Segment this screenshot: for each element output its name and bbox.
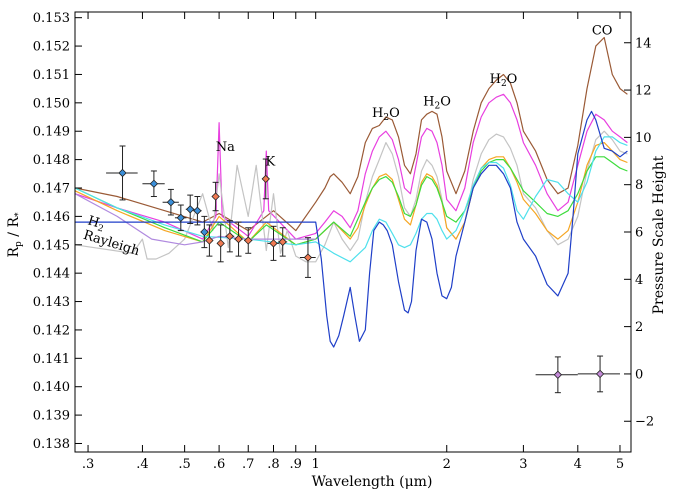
y-tick-label-2: 0.140 [33, 380, 70, 395]
series-line-2 [75, 130, 628, 263]
blue-point-marker-1 [149, 179, 159, 188]
y-tick-label-0: 0.138 [33, 437, 70, 452]
y-right-tick-label-5: 8 [635, 178, 643, 193]
y-tick-label-7: 0.145 [33, 238, 70, 253]
x-tick-label-8: 2 [443, 457, 451, 472]
y-tick-label-11: 0.149 [33, 125, 70, 140]
annotation-3: H2O [423, 95, 451, 112]
blue-point-marker-2 [166, 198, 176, 207]
x-tick-label-10: 4 [574, 457, 582, 472]
orange-point-marker-3 [225, 232, 234, 241]
y-tick-label-12: 0.150 [33, 96, 70, 111]
y-tick-label-5: 0.143 [33, 295, 70, 310]
blue-point-marker-0 [118, 168, 127, 178]
data-points [106, 145, 620, 394]
orange-point-marker-7 [269, 239, 278, 248]
orange-point-marker-4 [234, 234, 243, 244]
axis-ticks: .3.4.5.6.7.8.9 1 2 3 4 50.1380.1390.1400.1410… [33, 11, 654, 472]
y-tick-label-14: 0.152 [33, 40, 70, 55]
x-tick-label-0: .3 [82, 457, 94, 472]
orange-point-marker-0 [205, 236, 214, 245]
y-tick-label-4: 0.142 [33, 323, 70, 338]
orange-point-marker-5 [244, 236, 253, 245]
y-tick-label-6: 0.144 [33, 267, 70, 282]
rayleigh-label-text: Rayleigh [81, 228, 141, 259]
y-axis-label: Rp / R* [6, 212, 24, 257]
x-tick-label-2: .5 [178, 457, 190, 472]
orange-point-marker-6 [261, 174, 270, 184]
y-right-tick-label-3: 4 [635, 273, 643, 288]
blue-point-marker-6 [200, 227, 209, 237]
y-tick-label-3: 0.141 [33, 352, 70, 367]
y-tick-label-10: 0.148 [33, 153, 70, 168]
y-right-tick-label-2: 2 [635, 320, 643, 335]
right-y-axis-label: Pressure Scale Height [651, 155, 667, 314]
orange-point-marker-2 [216, 239, 225, 248]
y-tick-label-1: 0.139 [33, 409, 70, 424]
annotation-0: Na [216, 140, 235, 155]
model-spectra [75, 36, 628, 348]
x-tick-label-3: .6 [213, 457, 225, 472]
y-tick-label-8: 0.146 [33, 210, 70, 225]
annotation-1: K [266, 154, 276, 169]
blue-point-marker-4 [186, 205, 195, 214]
series-line-0 [75, 36, 628, 232]
x-axis-label: Wavelength (μm) [312, 474, 433, 490]
series-line-5 [75, 136, 628, 263]
y-right-tick-label-7: 12 [635, 84, 652, 99]
x-tick-label-9: 3 [519, 457, 527, 472]
purple-point-marker-0 [553, 370, 563, 379]
orange-point-marker-1 [211, 192, 220, 201]
blue-point-marker-5 [193, 206, 202, 215]
y-right-tick-label-1: 0 [635, 367, 643, 382]
blue-point-marker-3 [176, 213, 185, 222]
y-right-tick-label-4: 6 [635, 226, 643, 241]
x-tick-label-1: .4 [136, 457, 148, 472]
annotation-4: H2O [490, 72, 518, 89]
series-line-7 [75, 110, 628, 348]
series-line-3 [75, 142, 628, 246]
x-tick-label-6: .9 [290, 457, 302, 472]
y-tick-label-15: 0.153 [33, 11, 70, 26]
purple-point-marker-1 [595, 369, 605, 379]
annotation-2: H2O [372, 106, 400, 123]
series-line-4 [75, 156, 628, 246]
y-tick-label-13: 0.151 [33, 68, 70, 83]
x-tick-label-5: .8 [267, 457, 279, 472]
x-tick-label-7: 1 [312, 457, 320, 472]
y-tick-label-9: 0.147 [33, 182, 70, 197]
orange-point-marker-9 [303, 253, 313, 262]
series-line-1 [75, 93, 628, 240]
x-tick-label-11: 5 [616, 457, 624, 472]
y-right-tick-label-8: 14 [635, 36, 652, 51]
y-right-tick-label-6: 10 [635, 131, 652, 146]
y-right-tick-label-0: −2 [635, 415, 654, 430]
annotation-5: CO [592, 24, 613, 39]
orange-point-marker-8 [278, 237, 287, 247]
x-tick-label-4: .7 [242, 457, 254, 472]
rayleigh-label-h2: H2 [85, 213, 106, 234]
